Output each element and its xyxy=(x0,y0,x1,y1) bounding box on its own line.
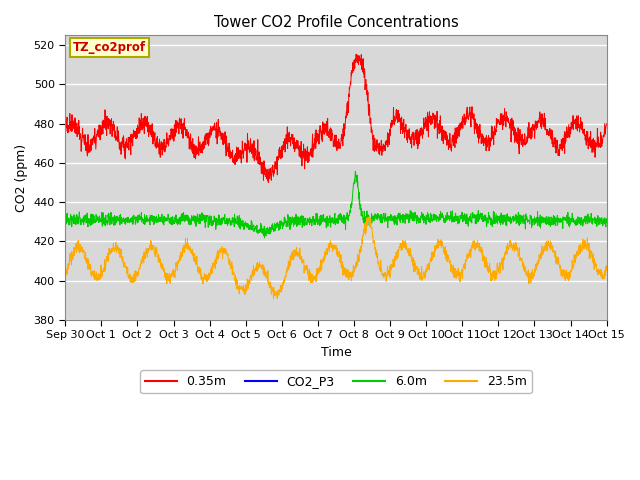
Y-axis label: CO2 (ppm): CO2 (ppm) xyxy=(15,144,28,212)
X-axis label: Time: Time xyxy=(321,346,351,359)
Text: TZ_co2prof: TZ_co2prof xyxy=(74,41,147,54)
Title: Tower CO2 Profile Concentrations: Tower CO2 Profile Concentrations xyxy=(214,15,458,30)
Legend: 0.35m, CO2_P3, 6.0m, 23.5m: 0.35m, CO2_P3, 6.0m, 23.5m xyxy=(140,370,532,393)
